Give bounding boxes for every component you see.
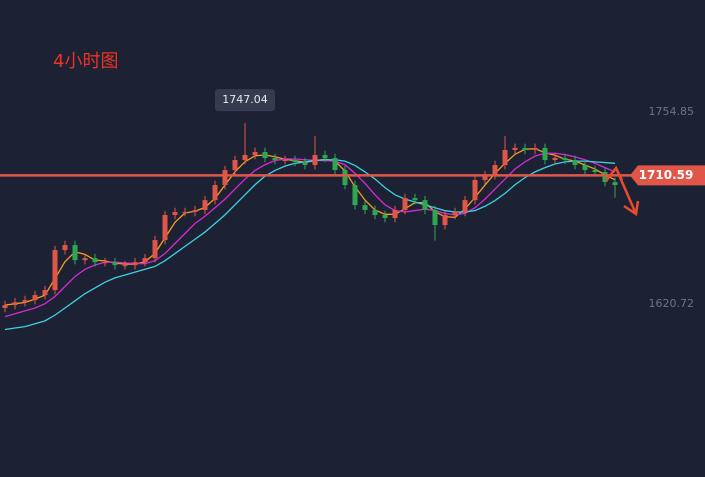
candle-body [242,154,248,161]
candle-body [202,200,208,210]
candle-body [102,262,108,264]
candle-body [42,290,48,296]
moving-average [4,159,616,331]
candle-body [32,295,38,301]
candle-body [432,209,438,226]
candle-body [422,200,428,210]
candle-body [272,157,278,161]
y-tick-label: 1754.85 [649,105,695,118]
candle-body [92,258,98,263]
candle-body [522,147,528,150]
candle-body [292,160,298,163]
candle-body [352,185,358,206]
candle-body [452,212,458,216]
peak-label-box [215,89,275,112]
candle-body [122,265,128,267]
chart-title: 4小时图 [53,51,118,72]
candle-body [72,245,78,261]
candle-body [612,182,618,186]
candle-body [12,302,18,306]
candle-body [312,154,318,166]
candle-body [332,157,338,171]
peak-label: 1747.04 [222,93,268,106]
candle-body [282,160,288,162]
candle-body [552,157,558,161]
candle-body [172,212,178,216]
candle-body [412,198,418,201]
moving-average [4,152,616,318]
candle-body [462,200,468,212]
candle-body [542,147,548,161]
candle-body [492,165,498,176]
candle-body [572,160,578,166]
candle-body [212,185,218,201]
candle-body [392,209,398,219]
candle-body [442,215,448,226]
candle-body [262,151,268,158]
candle-body [562,157,568,161]
candle-body [22,300,28,303]
candle-body [152,240,158,259]
candle-body [402,198,408,210]
plot: 1754.85 1620.72 1710.59 1747.04 [0,89,705,331]
candle-body [192,209,198,212]
candle-body [302,162,308,166]
candle-body [52,250,58,291]
candle-body [602,172,608,183]
trend-arrow [605,165,640,217]
candle-body [532,147,538,150]
candle-body [112,262,118,266]
candle-body [132,262,138,266]
candle-body [162,215,168,241]
price-label: 1710.59 [639,168,694,182]
candle-body [182,212,188,213]
candle-body [362,205,368,210]
candle-body [472,180,478,201]
moving-average [4,148,616,306]
candle-body [482,175,488,181]
candle-body [582,165,588,171]
y-tick-label: 1620.72 [649,297,695,310]
candle-body [142,258,148,263]
candle-body [322,154,328,158]
candle-body [592,170,598,173]
candle-body [342,170,348,186]
candle-body [252,151,258,155]
candle-body [232,160,238,171]
candle-body [372,209,378,216]
candle-body [2,305,8,308]
candle-body [502,149,508,166]
candle-body [222,170,228,186]
candle-body [382,215,388,219]
candle-body [62,245,68,251]
candle-body [82,258,88,261]
candle-body [512,147,518,150]
price-tag [630,165,705,186]
